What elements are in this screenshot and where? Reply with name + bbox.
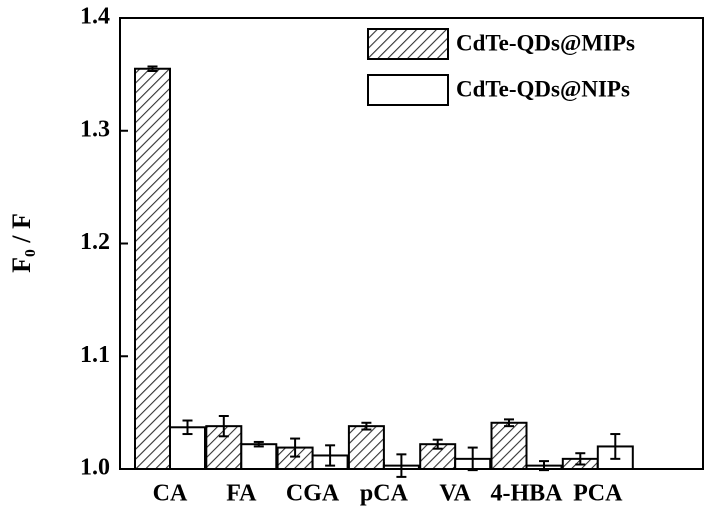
y-tick-label: 1.2: [80, 229, 110, 255]
legend-label: CdTe-QDs@MIPs: [456, 30, 635, 56]
error-bar: [325, 444, 336, 467]
legend-swatch: [367, 74, 449, 106]
error-bar: [147, 65, 158, 72]
error-bar: [396, 453, 407, 478]
error-bar: [467, 446, 478, 472]
error-bar: [253, 440, 264, 448]
error-bar: [432, 438, 443, 450]
x-tick-label: pCA: [360, 481, 409, 507]
y-tick-label: 1.4: [80, 4, 110, 30]
bar: [490, 421, 528, 470]
x-tick-label: FA: [226, 481, 257, 507]
x-tick-label: VA: [439, 481, 471, 507]
error-bar: [361, 421, 372, 431]
bar: [134, 67, 171, 471]
y-tick-label: 1.3: [80, 116, 110, 142]
y-tick-label: 1.1: [80, 342, 110, 368]
bar: [347, 425, 385, 470]
error-bar: [610, 433, 621, 460]
legend-label: CdTe-QDs@NIPs: [456, 76, 630, 102]
error-bar: [539, 460, 549, 472]
error-bar: [218, 415, 229, 438]
error-bar: [290, 437, 301, 458]
error-bar: [575, 452, 586, 466]
bar: [240, 443, 278, 471]
x-tick-label: CA: [153, 481, 188, 507]
legend-swatch: [367, 28, 449, 60]
y-axis-label: F₀ / F: [7, 213, 36, 273]
error-bar: [182, 419, 193, 436]
y-tick-label: 1.0: [80, 455, 110, 481]
error-bar: [504, 418, 514, 428]
bar: [205, 425, 243, 470]
x-tick-label: CGA: [286, 481, 340, 507]
x-tick-label: PCA: [573, 481, 623, 507]
x-tick-label: 4-HBA: [491, 481, 564, 507]
